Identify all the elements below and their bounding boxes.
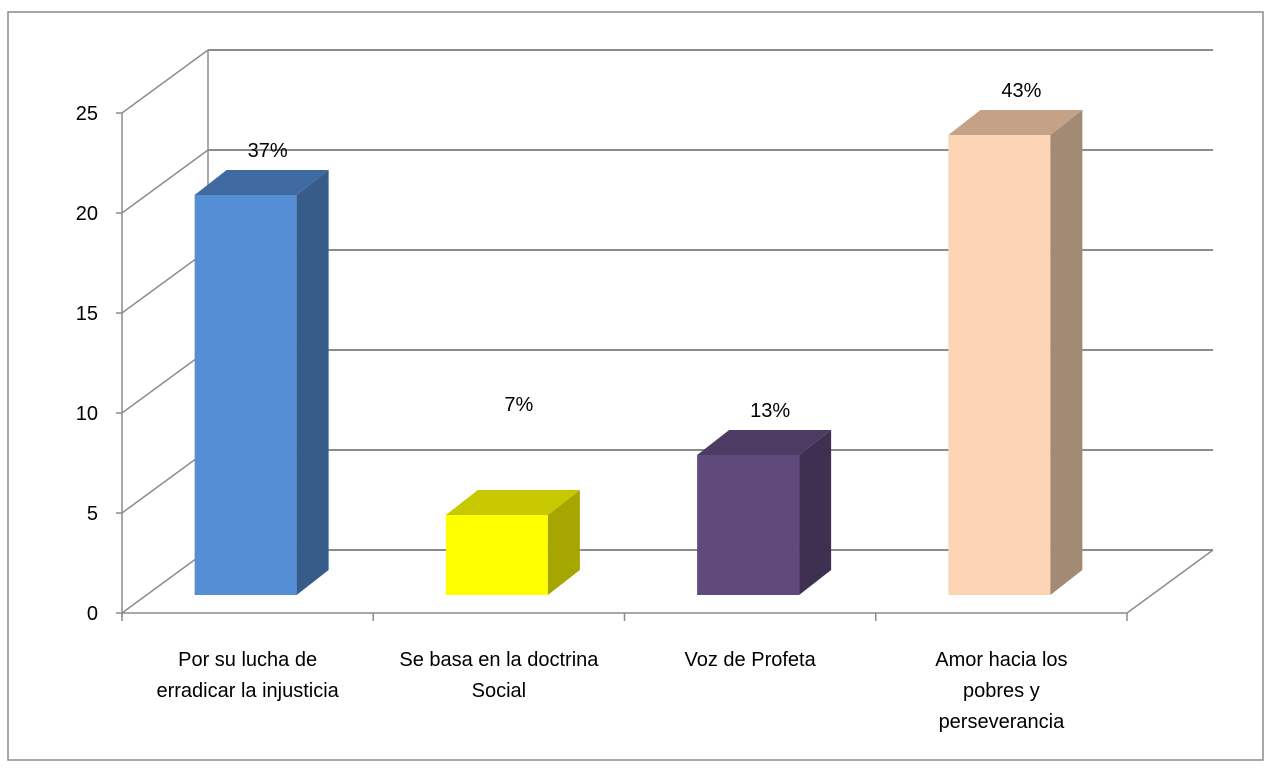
bar-side bbox=[799, 430, 832, 595]
data-label: 13% bbox=[750, 400, 790, 422]
axes bbox=[116, 112, 1128, 621]
gridline-depth bbox=[121, 449, 209, 514]
gridline-depth bbox=[121, 249, 209, 314]
gridline-depth bbox=[121, 49, 209, 114]
x-tick-label: pobres y bbox=[963, 680, 1040, 702]
y-tick-label: 20 bbox=[76, 203, 98, 225]
gridline-depth bbox=[121, 549, 209, 614]
bar-front bbox=[948, 135, 1051, 595]
y-tick-label: 5 bbox=[87, 503, 98, 525]
floor-edge bbox=[1126, 549, 1214, 614]
bars bbox=[194, 110, 1083, 595]
x-tick-label: Voz de Profeta bbox=[685, 649, 817, 671]
x-tick-label: Amor hacia los bbox=[935, 649, 1067, 671]
bar-front bbox=[697, 455, 800, 595]
bar-front bbox=[194, 195, 297, 595]
bar-side bbox=[547, 490, 580, 595]
y-tick-label: 15 bbox=[76, 303, 98, 325]
bar-side bbox=[1050, 110, 1083, 595]
bar-top bbox=[194, 170, 329, 195]
gridline-depth bbox=[121, 349, 209, 414]
x-tick-label: Social bbox=[472, 680, 526, 702]
x-tick-label: erradicar la injusticia bbox=[156, 680, 339, 702]
bar-top bbox=[948, 110, 1083, 135]
data-label: 43% bbox=[1001, 80, 1041, 102]
bar-top bbox=[697, 430, 832, 455]
y-tick-label: 10 bbox=[76, 403, 98, 425]
data-label: 37% bbox=[248, 140, 288, 162]
y-tick-label: 25 bbox=[76, 103, 98, 125]
bar-top bbox=[445, 490, 580, 515]
x-tick-label: Por su lucha de bbox=[178, 649, 317, 671]
gridline-depth bbox=[121, 149, 209, 214]
y-tick-label: 0 bbox=[87, 603, 98, 625]
labels: 0 5 10 15 20 25 37% Por su lucha de erradicar la… bbox=[76, 80, 1068, 733]
data-label: 7% bbox=[504, 394, 533, 416]
x-tick-label: perseverancia bbox=[939, 711, 1066, 733]
x-tick-label: Se basa en la doctrina bbox=[399, 649, 599, 671]
bar-front bbox=[445, 515, 548, 595]
bar-side bbox=[296, 170, 329, 595]
